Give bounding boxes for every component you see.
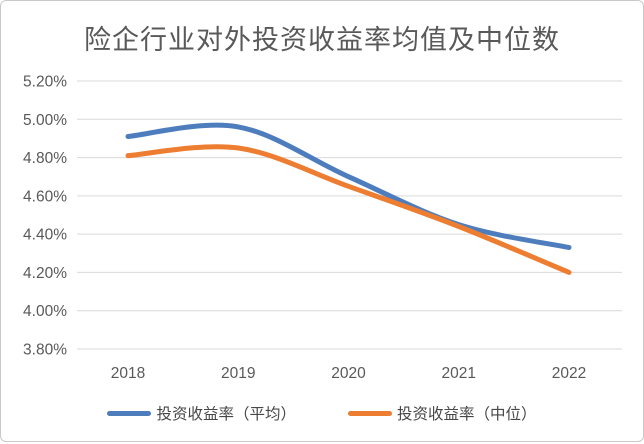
legend-label: 投资收益率（平均） bbox=[156, 406, 296, 423]
y-tick-label: 4.60% bbox=[23, 188, 67, 205]
series-line-1 bbox=[125, 144, 572, 275]
y-tick-label: 4.00% bbox=[23, 303, 67, 320]
x-tick-label: 2021 bbox=[442, 365, 476, 382]
x-tick-label: 2019 bbox=[221, 365, 255, 382]
line-chart: 5.20% 5.00% 4.80% 4.60% 4.40% 4.20% 4.00% 3.80%… bbox=[23, 74, 622, 382]
legend-line-swatch bbox=[107, 410, 152, 416]
y-tick-label: 5.20% bbox=[23, 74, 67, 91]
x-tick-label: 2022 bbox=[552, 365, 586, 382]
y-tick-label: 3.80% bbox=[23, 342, 67, 359]
legend-item-0: 投资收益率（平均） bbox=[107, 402, 296, 424]
series-line-0 bbox=[125, 122, 572, 250]
y-tick-label: 4.80% bbox=[23, 150, 67, 167]
chart-legend: 投资收益率（平均） 投资收益率（中位） bbox=[1, 402, 643, 424]
legend-line-swatch bbox=[348, 410, 392, 416]
x-tick-label: 2020 bbox=[331, 365, 366, 382]
x-tick-label: 2018 bbox=[111, 365, 145, 382]
chart-title: 险企行业对外投资收益率均值及中位数 bbox=[84, 25, 560, 55]
legend-label: 投资收益率（中位） bbox=[397, 406, 537, 423]
y-tick-label: 4.20% bbox=[23, 265, 67, 282]
y-tick-label: 4.40% bbox=[23, 227, 67, 244]
y-tick-label: 5.00% bbox=[23, 112, 67, 129]
legend-item-1: 投资收益率（中位） bbox=[348, 402, 537, 424]
